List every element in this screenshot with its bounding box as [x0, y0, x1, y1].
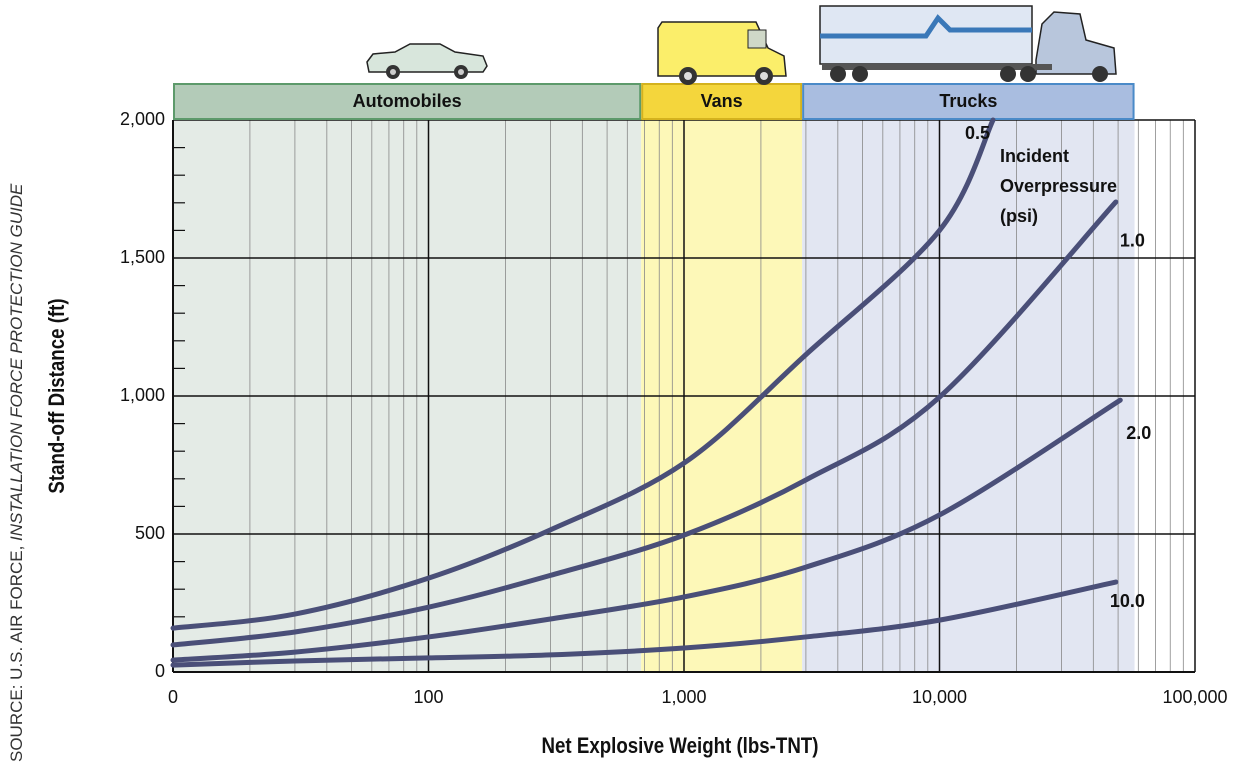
series-label: 10.0: [1110, 591, 1145, 611]
van-icon: [657, 21, 787, 85]
region-label: Vans: [701, 91, 743, 111]
region-header: [641, 83, 803, 120]
y-tick-label: 500: [135, 523, 165, 543]
y-tick-label: 1,000: [120, 385, 165, 405]
x-tick-label: 10,000: [912, 687, 967, 707]
legend-title-line: Overpressure: [1000, 176, 1117, 196]
labels: 0 100 1,000 10,000 100,000 0 500 1,000 1,500 2,00…: [120, 109, 1228, 707]
y-tick-label: 0: [155, 661, 165, 681]
region-label: Automobiles: [353, 91, 462, 111]
legend-title: Incident Overpressure (psi): [1000, 146, 1117, 226]
y-axis-label: Stand-off Distance (ft): [45, 298, 69, 493]
x-axis-label: Net Explosive Weight (lbs-TNT): [542, 734, 819, 758]
x-tick-label: 100: [413, 687, 443, 707]
series-label: 2.0: [1126, 423, 1151, 443]
x-tick-label: 0: [168, 687, 178, 707]
grid: [172, 119, 1196, 673]
series-line: [170, 397, 1123, 663]
y-tick-label: 1,500: [120, 247, 165, 267]
series-lines: [170, 117, 1123, 668]
source-label: SOURCE: U.S. AIR FORCE,: [7, 541, 26, 762]
y-tick-label: 2,000: [120, 109, 165, 129]
region-headers: Automobiles Vans Trucks: [173, 83, 1135, 120]
truck-icon: [819, 5, 1117, 82]
x-tick-label: 1,000: [661, 687, 706, 707]
series-line: [170, 199, 1119, 648]
legend-title-line: (psi): [1000, 206, 1038, 226]
car-icon: [366, 43, 488, 79]
region-header: [173, 83, 642, 120]
series-label: 0.5: [965, 123, 990, 143]
series-label: 1.0: [1120, 231, 1145, 251]
region-label: Trucks: [939, 91, 997, 111]
region-header: [802, 83, 1135, 120]
x-tick-label: 100,000: [1162, 687, 1227, 707]
series-line: [170, 579, 1119, 668]
legend-title-line: Incident: [1000, 146, 1069, 166]
source-title: INSTALLATION FORCE PROTECTION GUIDE: [7, 183, 26, 541]
source-note: SOURCE: U.S. AIR FORCE, INSTALLATION FOR…: [7, 183, 26, 762]
series-line: [170, 117, 996, 631]
